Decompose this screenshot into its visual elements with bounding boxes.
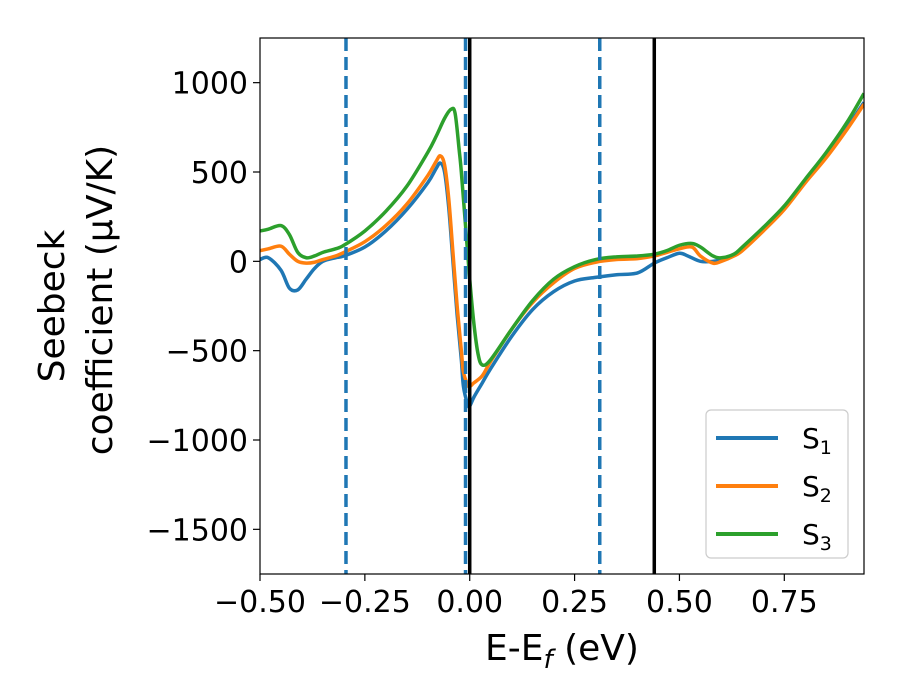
y-axis-label-line1: Seebeck <box>32 229 73 382</box>
x-axis-label-main: E-E <box>485 628 543 669</box>
y-tick-label: −500 <box>166 335 248 370</box>
legend: S1 S2 S3 <box>705 409 849 559</box>
series-layer <box>260 92 864 409</box>
y-tick-label: −1500 <box>147 513 248 548</box>
legend-label-s2: S2 <box>802 470 832 507</box>
x-tick-label: 0.50 <box>646 585 713 620</box>
series-line-s3 <box>260 92 864 368</box>
series-line-s1 <box>260 101 864 409</box>
x-tick-label: −0.25 <box>319 585 411 620</box>
legend-label-s3: S3 <box>802 518 832 555</box>
plot-frame <box>259 37 865 575</box>
y-axis: −1500 −1000 −500 0 500 1000 <box>147 67 260 548</box>
vline-layer <box>344 38 657 574</box>
x-axis-label-unit: (eV) <box>553 628 639 669</box>
legend-label-s1: S1 <box>802 422 832 459</box>
x-tick-label: 0.25 <box>541 585 608 620</box>
y-tick-label: 1000 <box>172 67 248 102</box>
y-axis-label-line2: coefficient (μV/K) <box>80 145 121 455</box>
y-tick-label: 500 <box>191 156 248 191</box>
x-axis-label: E-Ef (eV) <box>485 628 639 675</box>
series-line-s2 <box>260 103 864 389</box>
x-tick-label: 0.00 <box>436 585 503 620</box>
x-tick-label: −0.50 <box>214 585 306 620</box>
x-tick-label: 0.75 <box>751 585 818 620</box>
y-tick-label: −1000 <box>147 424 248 459</box>
plot-area <box>260 38 864 574</box>
x-axis: −0.50 −0.25 0.00 0.25 0.50 0.75 <box>214 574 818 620</box>
y-tick-label: 0 <box>229 245 248 280</box>
